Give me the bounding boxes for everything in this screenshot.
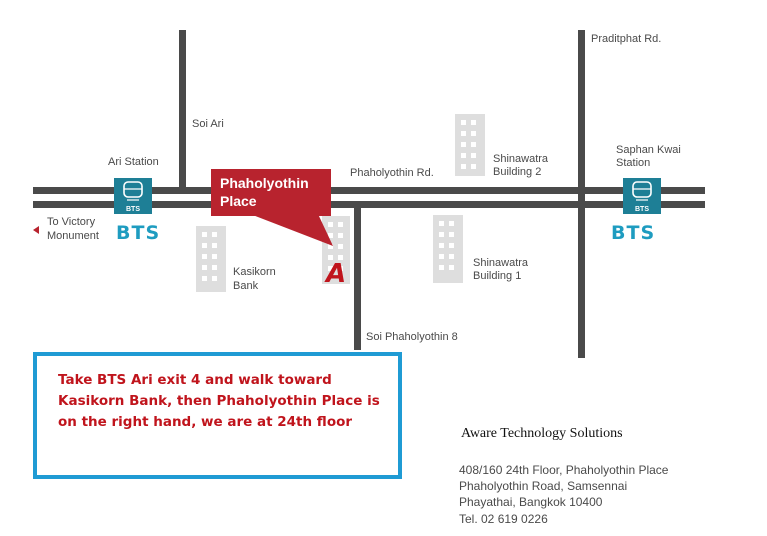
road-phaholyothin-north-lane <box>33 187 705 194</box>
direction-label-1: To Victory <box>47 216 96 228</box>
directions-note-text: Take BTS Ari exit 4 and walk toward Kasi… <box>58 372 380 430</box>
direction-label-2: Monument <box>47 230 99 242</box>
destination-title-line2: Place <box>220 193 257 209</box>
building-kasikorn-bank <box>196 226 226 292</box>
building-label-shinawatra-1b: Building 1 <box>473 270 522 282</box>
company-name: Aware Technology Solutions <box>461 426 623 441</box>
road-praditphat <box>578 30 585 358</box>
road-soi-phaholyothin-8 <box>354 205 361 350</box>
building-shinawatra-2 <box>455 114 485 176</box>
station-label-ari: Ari Station <box>108 156 159 168</box>
destination-callout <box>211 169 331 216</box>
arrow-left-icon <box>33 226 39 234</box>
destination-title: Phaholyothin Place <box>220 174 309 210</box>
destination-title-line1: Phaholyothin <box>220 175 309 191</box>
station-label-saphan-kwai-1: Saphan Kwai <box>616 144 681 156</box>
building-label-shinawatra-2a: Shinawatra <box>493 153 549 165</box>
building-shinawatra-1 <box>433 215 463 283</box>
company-address-line1: 408/160 24th Floor, Phaholyothin Place <box>459 463 669 477</box>
company-address-line2: Phaholyothin Road, Samsennai <box>459 479 628 493</box>
directions-note-box <box>33 352 402 479</box>
building-phaholyothin-place <box>322 216 350 284</box>
building-label-kasikorn-a: Kasikorn <box>233 266 276 278</box>
building-label-shinawatra-2b: Building 2 <box>493 166 542 178</box>
road-label-soi-phaholyothin-8: Soi Phaholyothin 8 <box>366 331 458 343</box>
bts-label-ari: BTS <box>116 222 161 244</box>
road-label-praditphat: Praditphat Rd. <box>591 33 662 45</box>
building-label-kasikorn-b: Bank <box>233 280 259 292</box>
svg-text:BTS: BTS <box>635 206 649 213</box>
road-soi-ari <box>179 30 186 190</box>
bts-ari-icon: BTS <box>114 178 152 214</box>
destination-pointer <box>250 214 333 246</box>
building-label-shinawatra-1a: Shinawatra <box>473 257 529 269</box>
svg-text:BTS: BTS <box>126 206 140 213</box>
road-label-phaholyothin: Phaholyothin Rd. <box>350 167 434 179</box>
station-label-saphan-kwai-2: Station <box>616 157 651 169</box>
road-phaholyothin-south-lane <box>33 201 705 208</box>
road-label-soi-ari: Soi Ari <box>192 118 224 130</box>
bts-saphan-kwai-icon: BTS <box>623 178 661 214</box>
destination-marker-icon: A <box>324 259 346 289</box>
company-phone: Tel. 02 619 0226 <box>459 512 548 526</box>
company-address-line3: Phayathai, Bangkok 10400 <box>459 495 603 509</box>
svg-text:A: A <box>324 259 346 289</box>
bts-label-saphan-kwai: BTS <box>611 222 656 244</box>
roads <box>33 30 705 358</box>
